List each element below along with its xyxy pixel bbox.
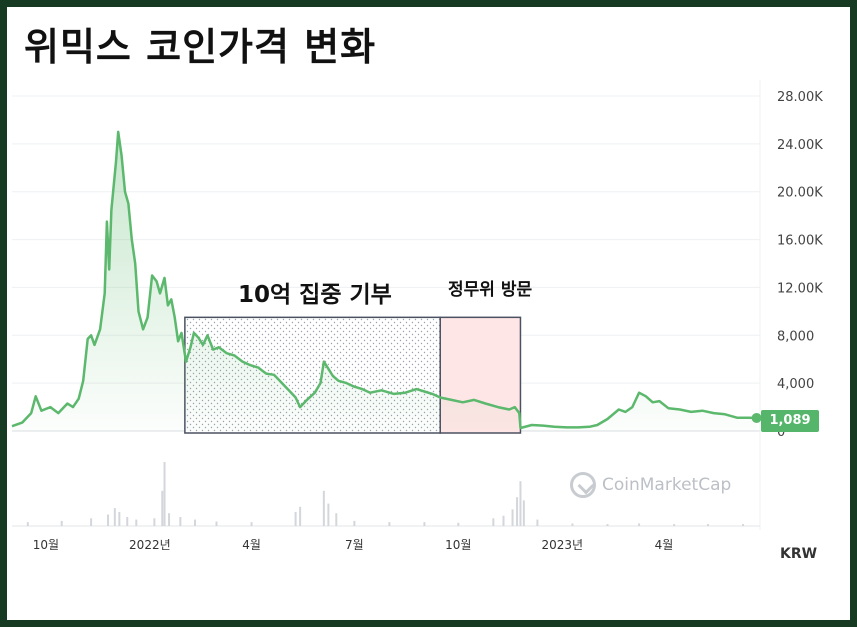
volume-bar xyxy=(457,522,460,526)
volume-bar xyxy=(423,522,426,526)
price-line xyxy=(11,130,757,430)
volume-bar xyxy=(60,520,63,526)
volume-bar xyxy=(194,519,197,526)
price-area xyxy=(12,131,757,431)
volume-bar xyxy=(250,522,253,526)
volume-bar xyxy=(215,521,218,526)
volume-bar xyxy=(153,518,156,526)
x-tick-label: 7월 xyxy=(345,538,364,552)
annotation-donation-label: 10억 집중 기부 xyxy=(238,282,392,308)
volume-bar xyxy=(673,524,676,526)
y-tick-label: 12.00K xyxy=(777,281,823,296)
volume-bar xyxy=(135,519,138,526)
volume-bar xyxy=(107,514,110,526)
y-tick-label: 0 xyxy=(777,425,785,440)
volume-bar xyxy=(327,503,330,526)
volume-bar xyxy=(126,517,129,526)
watermark-text: CoinMarketCap xyxy=(602,475,732,495)
x-tick-label: 2023년 xyxy=(541,538,583,552)
volume-bar xyxy=(353,520,356,526)
watermark: CoinMarketCap xyxy=(570,472,731,498)
volume-bar xyxy=(294,511,297,526)
x-tick-label: 10월 xyxy=(33,538,59,552)
currency-label: KRW xyxy=(780,546,818,562)
x-axis: 10월 2022년 4월 7월 10월 2023년 4월 xyxy=(33,538,674,552)
volume-bar xyxy=(163,462,166,526)
volume-bar xyxy=(113,508,116,526)
page-title: 위믹스 코인가격 변화 xyxy=(24,25,377,69)
volume-bar xyxy=(606,524,609,526)
volume-bar xyxy=(516,497,519,526)
volume-bar xyxy=(511,509,514,526)
annotation-visit-label: 정무위 방문 xyxy=(448,280,532,300)
volume-bar xyxy=(26,522,29,526)
y-tick-label: 16.00K xyxy=(777,234,823,249)
volume-bars xyxy=(26,462,745,526)
volume-bar xyxy=(90,518,93,526)
volume-bar xyxy=(519,481,522,526)
y-tick-label: 24.00K xyxy=(777,138,823,153)
x-tick-label: 4월 xyxy=(655,538,674,552)
volume-bar xyxy=(707,524,710,526)
current-price-dot xyxy=(751,412,762,423)
volume-bar xyxy=(502,515,505,526)
current-price-badge: 1,089 xyxy=(761,410,819,432)
coinmarketcap-logo-icon xyxy=(570,472,596,498)
x-tick-label: 10월 xyxy=(445,538,471,552)
y-axis: 0 4,000 8,000 12.00K 16.00K 20.00K 24.00K 28.00… xyxy=(777,90,823,440)
x-tick-label: 2022년 xyxy=(129,538,171,552)
volume-bar xyxy=(335,513,338,526)
volume-bar xyxy=(571,523,574,526)
volume-bar xyxy=(388,522,391,526)
volume-bar xyxy=(299,506,302,526)
volume-bar xyxy=(536,519,539,526)
volume-bar xyxy=(522,500,525,526)
y-tick-label: 20.00K xyxy=(777,186,823,201)
volume-bar xyxy=(179,517,182,526)
volume-bar xyxy=(161,490,164,526)
volume-bar xyxy=(492,518,495,526)
y-tick-label: 4,000 xyxy=(777,377,814,392)
y-tick-label: 28.00K xyxy=(777,90,823,105)
volume-bar xyxy=(322,490,325,526)
volume-bar xyxy=(168,513,171,526)
volume-bar xyxy=(638,523,641,526)
volume-bar xyxy=(742,524,745,526)
x-tick-label: 4월 xyxy=(242,538,261,552)
y-tick-label: 8,000 xyxy=(777,329,814,344)
volume-bar xyxy=(118,511,121,526)
